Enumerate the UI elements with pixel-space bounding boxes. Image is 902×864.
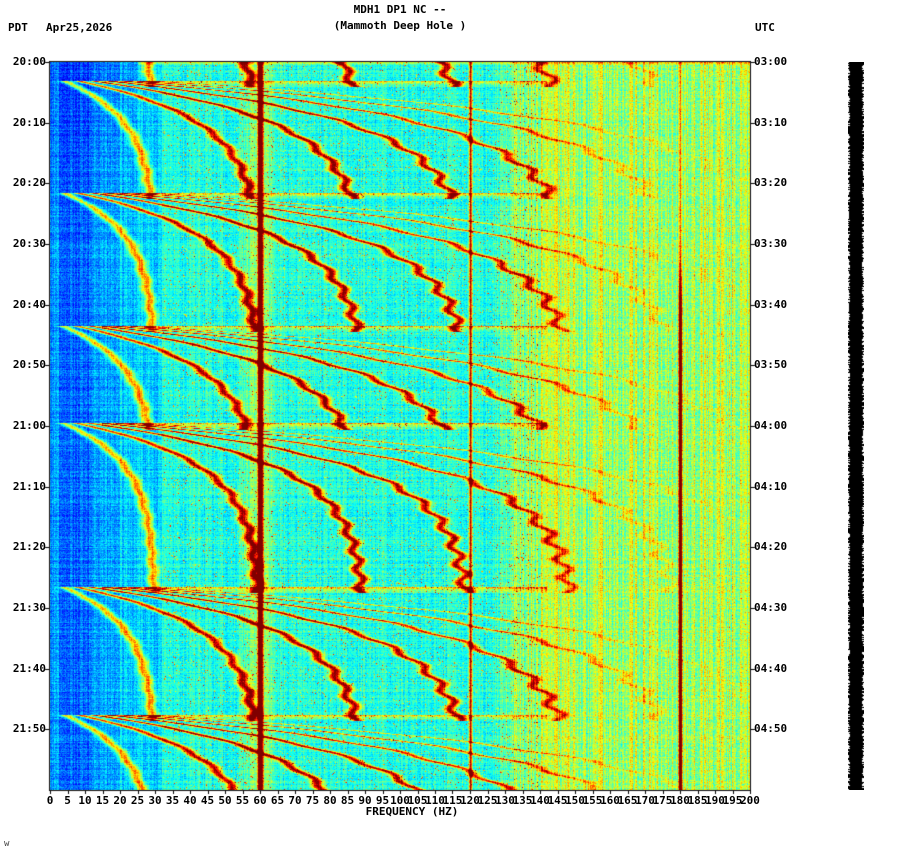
utc-time-tick-label: 04:50 xyxy=(754,722,788,736)
station-title: MDH1 DP1 NC -- xyxy=(353,3,447,16)
pdt-time-tick-label: 21:20 xyxy=(12,540,46,554)
frequency-axis-title: FREQUENCY (HZ) xyxy=(365,805,459,818)
utc-time-tick-label: 03:30 xyxy=(754,237,788,250)
pdt-time-tick-label: 20:40 xyxy=(12,297,46,311)
station-subtitle: (Mammoth Deep Hole ) xyxy=(333,19,467,32)
utc-time-tick-label: 03:40 xyxy=(754,297,788,311)
corner-artifact: w xyxy=(4,839,10,849)
amplitude-strip xyxy=(848,62,864,790)
utc-time-tick-label: 03:20 xyxy=(754,176,788,190)
utc-time-tick-label: 04:10 xyxy=(754,479,788,493)
utc-time-tick-label: 04:20 xyxy=(754,540,788,554)
pdt-time-tick-label: 21:30 xyxy=(12,601,46,614)
spectrogram-heatmap xyxy=(50,62,750,790)
utc-time-tick-label: 03:10 xyxy=(754,115,788,129)
pdt-time-tick-label: 21:00 xyxy=(12,419,46,432)
utc-time-tick-label: 04:30 xyxy=(754,601,788,614)
pdt-time-tick-label: 20:10 xyxy=(12,115,46,129)
utc-time-tick-label: 04:00 xyxy=(754,419,788,432)
pdt-time-tick-label: 20:50 xyxy=(12,358,46,372)
pdt-time-tick-label: 20:30 xyxy=(12,237,46,250)
pdt-time-tick-label: 21:40 xyxy=(12,661,46,675)
pdt-time-tick-label: 20:00 xyxy=(12,55,46,68)
utc-time-tick-label: 03:00 xyxy=(754,55,788,68)
utc-time-tick-label: 03:50 xyxy=(754,358,788,372)
pdt-time-tick-label: 21:50 xyxy=(12,722,46,736)
timezone-left-label: PDT xyxy=(8,21,28,34)
utc-time-tick-label: 04:40 xyxy=(754,661,788,675)
pdt-time-tick-label: 20:20 xyxy=(12,176,46,190)
pdt-time-tick-label: 21:10 xyxy=(12,479,46,493)
timezone-right-label: UTC xyxy=(755,21,775,34)
